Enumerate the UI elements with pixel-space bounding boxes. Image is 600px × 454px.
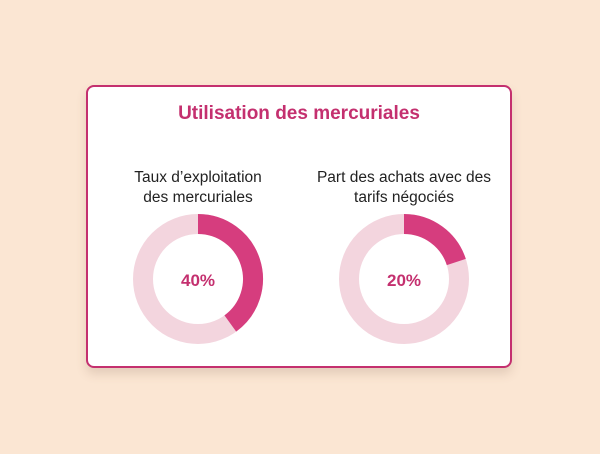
donut-label-negotiated-line-1: Part des achats avec des: [316, 169, 492, 186]
donut-negotiated-arc: [403, 214, 466, 266]
donut-label-exploitation-line-2: des mercuriales: [143, 189, 253, 206]
donut-negotiated: 20%: [339, 214, 469, 344]
chart-card: Utilisation des mercuriales Taux d’explo…: [86, 85, 512, 368]
donut-label-negotiated-line-2: tarifs négociés: [354, 189, 454, 206]
donut-exploitation-value: 40%: [181, 271, 215, 290]
donut-label-exploitation: Taux d’exploitation des mercuriales: [93, 168, 303, 208]
donut-negotiated-value: 20%: [387, 271, 421, 290]
donut-exploitation: 40%: [133, 214, 263, 344]
donut-label-exploitation-line-1: Taux d’exploitation: [134, 169, 262, 186]
donut-label-negotiated: Part des achats avec des tarifs négociés: [299, 168, 509, 208]
donut-charts: 40% 20%: [133, 214, 469, 344]
card-title: Utilisation des mercuriales: [178, 103, 420, 124]
donut-exploitation-arc: [197, 214, 263, 332]
